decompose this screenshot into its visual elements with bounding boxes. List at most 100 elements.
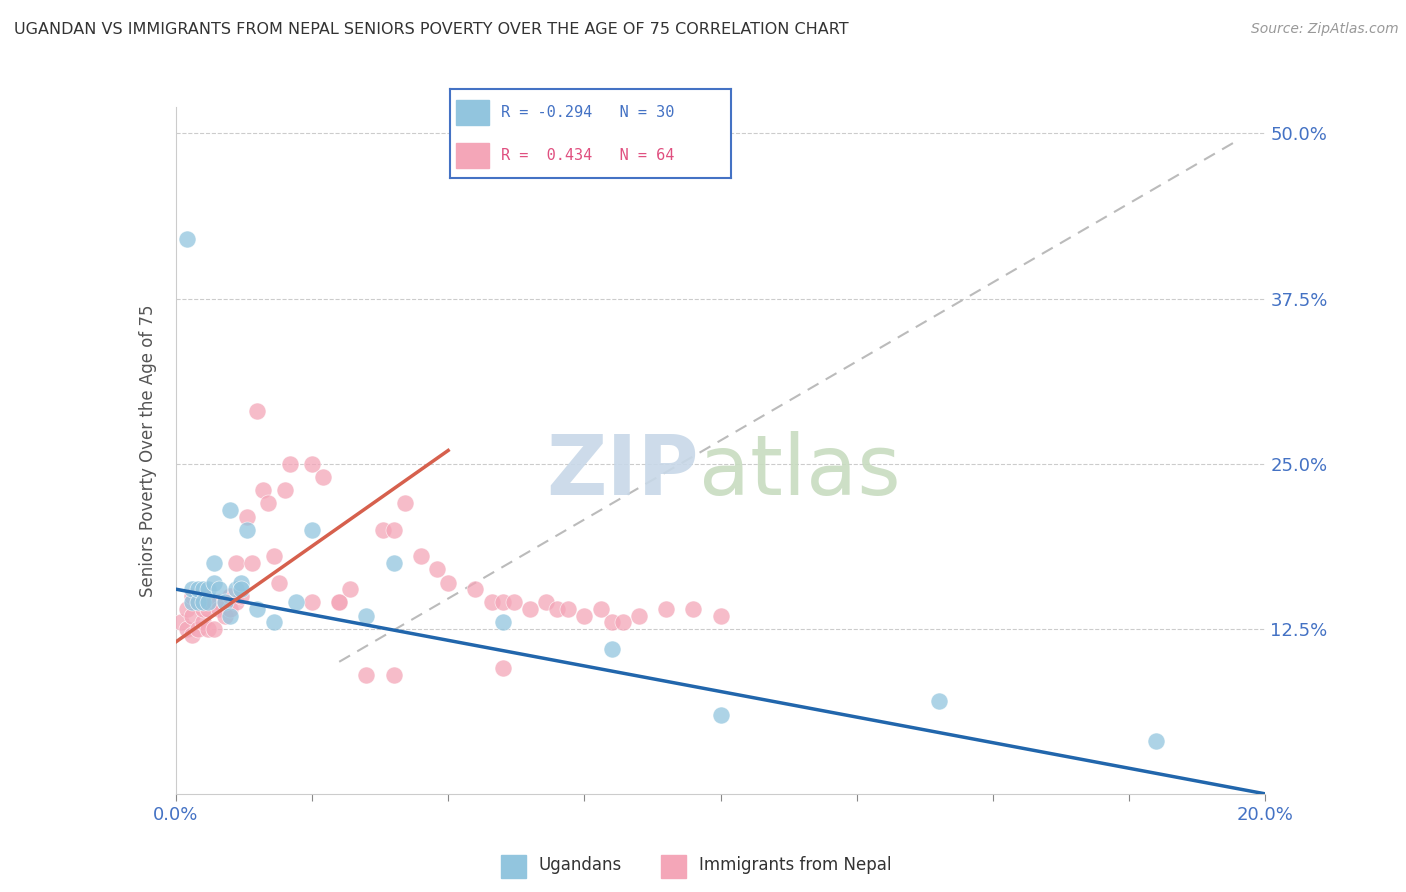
Point	[225, 595, 247, 609]
Bar	[501, 855, 526, 878]
Text: ZIP: ZIP	[547, 431, 699, 512]
Point	[219, 602, 242, 616]
Point	[197, 582, 219, 596]
Point	[409, 549, 432, 563]
Point	[191, 589, 214, 603]
Point	[682, 602, 704, 616]
Point	[181, 595, 204, 609]
Point	[1144, 734, 1167, 748]
Point	[600, 641, 623, 656]
Point	[274, 483, 297, 497]
Point	[284, 595, 307, 609]
Text: Immigrants from Nepal: Immigrants from Nepal	[699, 856, 891, 874]
Point	[655, 602, 678, 616]
Point	[186, 595, 209, 609]
Point	[191, 595, 214, 609]
Point	[710, 707, 733, 722]
Point	[557, 602, 579, 616]
Point	[301, 457, 323, 471]
Text: R = -0.294   N = 30: R = -0.294 N = 30	[501, 105, 673, 120]
Point	[600, 615, 623, 630]
Point	[519, 602, 541, 616]
Point	[176, 602, 198, 616]
Point	[214, 608, 236, 623]
Point	[176, 622, 198, 636]
Text: UGANDAN VS IMMIGRANTS FROM NEPAL SENIORS POVERTY OVER THE AGE OF 75 CORRELATION : UGANDAN VS IMMIGRANTS FROM NEPAL SENIORS…	[14, 22, 849, 37]
Point	[208, 582, 231, 596]
Point	[240, 556, 263, 570]
Point	[492, 615, 515, 630]
Point	[356, 608, 378, 623]
Point	[202, 556, 225, 570]
Point	[197, 602, 219, 616]
Point	[426, 562, 449, 576]
Point	[231, 575, 253, 590]
Bar	[661, 855, 686, 878]
Point	[382, 556, 405, 570]
Point	[181, 589, 204, 603]
Point	[208, 595, 231, 609]
Point	[710, 608, 733, 623]
Point	[186, 582, 209, 596]
Point	[257, 496, 280, 510]
Point	[382, 668, 405, 682]
Point	[170, 615, 193, 630]
Point	[278, 457, 301, 471]
Bar	[456, 100, 489, 125]
Point	[464, 582, 486, 596]
Text: atlas: atlas	[699, 431, 900, 512]
Point	[301, 523, 323, 537]
Point	[219, 608, 242, 623]
Point	[231, 589, 253, 603]
Point	[181, 608, 204, 623]
Point	[214, 595, 236, 609]
Point	[574, 608, 596, 623]
Point	[492, 661, 515, 675]
Point	[176, 232, 198, 246]
Text: R =  0.434   N = 64: R = 0.434 N = 64	[501, 148, 673, 162]
Point	[328, 595, 350, 609]
Point	[202, 575, 225, 590]
Point	[197, 622, 219, 636]
Point	[437, 575, 460, 590]
Point	[328, 595, 350, 609]
Point	[202, 595, 225, 609]
Point	[263, 549, 285, 563]
Point	[534, 595, 557, 609]
Y-axis label: Seniors Poverty Over the Age of 75: Seniors Poverty Over the Age of 75	[139, 304, 157, 597]
Point	[252, 483, 274, 497]
Point	[231, 582, 253, 596]
Text: Ugandans: Ugandans	[538, 856, 621, 874]
Point	[502, 595, 524, 609]
Point	[481, 595, 503, 609]
Point	[225, 582, 247, 596]
Point	[191, 615, 214, 630]
Point	[382, 523, 405, 537]
Point	[612, 615, 634, 630]
Point	[246, 404, 269, 418]
Point	[371, 523, 394, 537]
Point	[339, 582, 361, 596]
Point	[627, 608, 650, 623]
Point	[197, 595, 219, 609]
Point	[225, 556, 247, 570]
Point	[263, 615, 285, 630]
Point	[246, 602, 269, 616]
Point	[312, 470, 335, 484]
Point	[191, 582, 214, 596]
Point	[219, 589, 242, 603]
Point	[301, 595, 323, 609]
Point	[181, 628, 204, 642]
Point	[191, 602, 214, 616]
Point	[186, 622, 209, 636]
Point	[394, 496, 416, 510]
Point	[235, 509, 257, 524]
Text: Source: ZipAtlas.com: Source: ZipAtlas.com	[1251, 22, 1399, 37]
Point	[181, 582, 204, 596]
Point	[356, 668, 378, 682]
Point	[219, 503, 242, 517]
Point	[235, 523, 257, 537]
Point	[208, 602, 231, 616]
Point	[492, 595, 515, 609]
Point	[214, 595, 236, 609]
